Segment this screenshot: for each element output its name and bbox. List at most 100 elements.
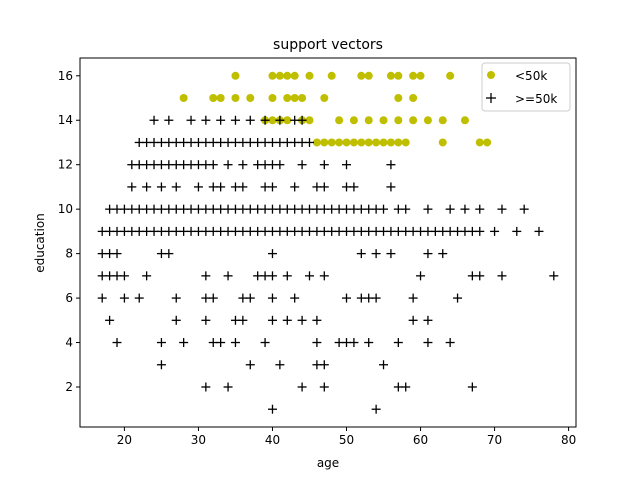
point-above-50k [349, 182, 359, 192]
point-above-50k [423, 204, 433, 214]
point-above-50k [416, 271, 426, 281]
point-above-50k [267, 404, 277, 414]
point-above-50k [497, 271, 507, 281]
point-above-50k [445, 204, 455, 214]
point-above-50k [356, 249, 366, 259]
point-above-50k [386, 249, 396, 259]
point-below-50k [312, 138, 321, 147]
point-above-50k [371, 404, 381, 414]
point-above-50k [282, 315, 292, 325]
point-above-50k [290, 182, 300, 192]
point-below-50k [327, 138, 336, 147]
legend-marker-below-50k [487, 71, 495, 79]
point-above-50k [297, 160, 307, 170]
point-below-50k [438, 138, 447, 147]
point-below-50k [268, 116, 277, 125]
x-tick-label: 30 [191, 433, 206, 447]
point-above-50k [379, 360, 389, 370]
point-below-50k [283, 116, 292, 125]
point-below-50k [386, 138, 395, 147]
y-tick-label: 10 [58, 202, 73, 216]
legend-label-below-50k: <50k [515, 69, 547, 83]
point-above-50k [467, 382, 477, 392]
point-above-50k [201, 115, 211, 125]
point-below-50k [320, 94, 329, 103]
point-below-50k [394, 94, 403, 103]
point-above-50k [297, 382, 307, 392]
point-below-50k [357, 138, 366, 147]
point-below-50k [305, 116, 314, 125]
point-below-50k [364, 138, 373, 147]
x-tick-label: 70 [487, 433, 502, 447]
point-above-50k [453, 293, 463, 303]
y-tick-label: 4 [65, 336, 73, 350]
point-above-50k [112, 338, 122, 348]
point-below-50k [342, 138, 351, 147]
point-above-50k [208, 293, 218, 303]
point-above-50k [445, 338, 455, 348]
point-above-50k [342, 160, 352, 170]
point-above-50k [312, 338, 322, 348]
point-above-50k [245, 293, 255, 303]
point-above-50k [490, 226, 500, 236]
y-tick-label: 6 [65, 291, 73, 305]
point-above-50k [260, 338, 270, 348]
point-below-50k [379, 116, 388, 125]
x-tick-label: 20 [117, 433, 132, 447]
y-tick-label: 16 [58, 69, 73, 83]
legend-label-above-50k: >=50k [515, 92, 557, 106]
point-below-50k [231, 94, 240, 103]
point-above-50k [260, 115, 270, 125]
point-above-50k [512, 226, 522, 236]
point-above-50k [267, 293, 277, 303]
point-below-50k [483, 138, 492, 147]
point-below-50k [379, 138, 388, 147]
point-above-50k [238, 160, 248, 170]
x-tick-label: 60 [413, 433, 428, 447]
point-above-50k [275, 115, 285, 125]
point-below-50k [209, 94, 218, 103]
x-tick-label: 50 [339, 433, 354, 447]
point-above-50k [386, 160, 396, 170]
point-above-50k [275, 360, 285, 370]
point-above-50k [401, 382, 411, 392]
point-above-50k [371, 293, 381, 303]
point-above-50k [275, 160, 285, 170]
legend-box [481, 62, 571, 112]
x-axis-label: age [317, 456, 339, 470]
point-above-50k [349, 338, 359, 348]
point-below-50k [216, 94, 225, 103]
point-below-50k [246, 94, 255, 103]
point-above-50k [475, 226, 485, 236]
point-above-50k [223, 382, 233, 392]
point-above-50k [112, 249, 122, 259]
point-above-50k [201, 382, 211, 392]
data-marks [97, 71, 559, 414]
point-above-50k [304, 271, 314, 281]
point-above-50k [164, 249, 174, 259]
point-above-50k [186, 115, 196, 125]
point-above-50k [423, 249, 433, 259]
chart-title: support vectors [273, 37, 383, 53]
y-tick-label: 12 [58, 158, 73, 172]
point-below-50k [283, 71, 292, 80]
point-above-50k [549, 271, 559, 281]
point-below-50k [364, 71, 373, 80]
x-tick-label: 40 [265, 433, 280, 447]
point-above-50k [519, 204, 529, 214]
point-above-50k [290, 293, 300, 303]
point-above-50k [393, 338, 403, 348]
point-below-50k [409, 116, 418, 125]
point-below-50k [394, 138, 403, 147]
point-below-50k [446, 71, 455, 80]
point-above-50k [475, 204, 485, 214]
point-above-50k [156, 182, 166, 192]
point-below-50k [409, 71, 418, 80]
point-above-50k [142, 271, 152, 281]
point-above-50k [319, 271, 329, 281]
point-above-50k [423, 315, 433, 325]
point-above-50k [179, 338, 189, 348]
y-tick-label: 8 [65, 247, 73, 261]
